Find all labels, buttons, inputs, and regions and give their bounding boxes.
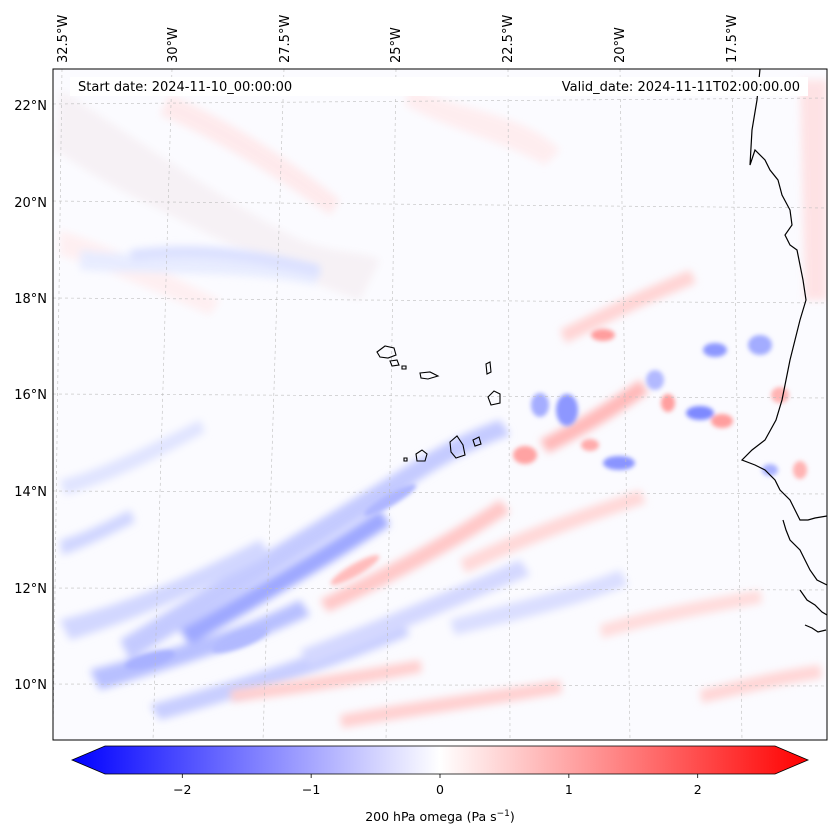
valid-date-text: Valid_date: 2024-11-11T02:00:00.00 [562, 80, 800, 95]
lat-label: 12°N [14, 582, 47, 597]
lat-label: 16°N [14, 388, 47, 403]
colorbar-tick-label: 1 [565, 782, 573, 797]
latitude-labels: 22°N 20°N 18°N 16°N 14°N 12°N 10°N [14, 99, 47, 693]
lon-label: 27.5°W [278, 15, 293, 63]
lat-label: 10°N [14, 678, 47, 693]
africa-coastline [740, 69, 827, 633]
cape-verde-islands [376, 345, 501, 462]
lon-label: 25°W [389, 27, 404, 63]
colorbar: −2 −1 0 1 2 200 hPa omega (Pa s−1) [70, 745, 810, 824]
colorbar-ticks: −2 −1 0 1 2 [173, 774, 702, 797]
colorbar-label: 200 hPa omega (Pa s−1) [365, 809, 515, 824]
lat-label: 18°N [14, 292, 47, 307]
lon-label: 32.5°W [56, 15, 71, 63]
lon-label: 20°W [613, 27, 628, 63]
colorbar-tick-label: 0 [436, 782, 444, 797]
lon-label: 17.5°W [725, 15, 740, 63]
start-date-text: Start date: 2024-11-10_00:00:00 [78, 80, 292, 95]
lat-label: 14°N [14, 485, 47, 500]
graticule [53, 69, 827, 740]
colorbar-tick-label: −1 [302, 782, 320, 797]
lat-label: 20°N [14, 196, 47, 211]
lon-label: 30°W [166, 27, 181, 63]
map-frame [52, 68, 828, 741]
lat-label: 22°N [14, 99, 47, 114]
map-panel: Start date: 2024-11-10_00:00:00 Valid_da… [52, 68, 828, 741]
lon-label: 22.5°W [501, 15, 516, 63]
header-box [70, 77, 808, 96]
omega-field [53, 69, 827, 740]
colorbar-tick-label: −2 [173, 782, 191, 797]
longitude-labels: 32.5°W 30°W 27.5°W 25°W 22.5°W 20°W 17.5… [56, 15, 740, 63]
colorbar-gradient [70, 745, 810, 775]
colorbar-tick-label: 2 [694, 782, 702, 797]
